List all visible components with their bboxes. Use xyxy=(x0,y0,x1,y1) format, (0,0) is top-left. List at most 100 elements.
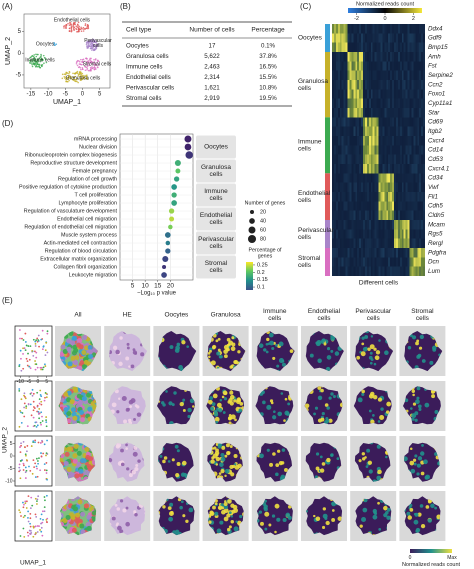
cell-dot xyxy=(24,446,26,449)
heatmap-cell xyxy=(363,173,366,183)
spot xyxy=(71,336,77,342)
cell-dot xyxy=(38,345,40,348)
heatmap-cell xyxy=(341,257,344,267)
y-tick-label: -5 xyxy=(16,73,22,79)
term-label: Ribonucleoprotein complex biogenesis xyxy=(25,152,118,158)
column-header: Stromal xyxy=(411,308,434,315)
color-legend-title: genes xyxy=(258,253,273,259)
x-tick-label: 10 xyxy=(142,283,150,290)
heatmap-cell xyxy=(363,266,366,277)
cell-dot xyxy=(68,72,70,75)
spot xyxy=(373,347,377,351)
heatmap-cell xyxy=(401,173,404,183)
spot xyxy=(220,456,226,462)
cell-dot xyxy=(43,506,46,509)
heatmap-cell xyxy=(341,42,344,53)
heatmap-cell xyxy=(341,33,344,43)
heatmap-cell xyxy=(384,108,387,118)
heatmap-cell xyxy=(363,229,366,239)
cell-dot xyxy=(97,59,99,62)
x-axis-label: Different cells xyxy=(359,280,399,287)
cell-dot xyxy=(38,417,41,420)
heatmap-cell xyxy=(417,117,420,127)
heatmap-cell xyxy=(366,89,370,99)
spot xyxy=(421,444,424,447)
heatmap-cell xyxy=(337,145,340,155)
spot xyxy=(84,446,90,452)
heatmap-cell xyxy=(405,117,408,127)
size-legend-dot xyxy=(249,209,255,215)
spot xyxy=(271,346,275,351)
heatmap-cell xyxy=(364,154,368,165)
spot xyxy=(208,399,213,405)
spot xyxy=(73,360,79,366)
heatmap-cell xyxy=(357,117,360,127)
spot xyxy=(361,517,367,523)
cell-dot xyxy=(40,513,43,516)
cell-dot xyxy=(21,412,24,414)
heatmap-cell xyxy=(415,52,418,62)
heatmap-cell xyxy=(401,248,404,258)
group-label: Perivascular xyxy=(198,236,235,243)
spot xyxy=(417,512,422,517)
table-cell: 5,622 xyxy=(204,53,220,60)
heatmap-cell xyxy=(390,201,393,211)
cell-dot xyxy=(26,531,29,534)
heatmap-cell xyxy=(378,182,381,193)
heatmap-cell xyxy=(409,136,412,146)
heatmap-cell xyxy=(409,210,412,221)
spot xyxy=(87,345,93,351)
heatmap-cell xyxy=(337,192,340,202)
spot xyxy=(210,406,214,411)
spot xyxy=(125,521,130,527)
cell-dot xyxy=(19,469,21,472)
cell-dot xyxy=(24,500,27,503)
heatmap-cell xyxy=(380,80,383,90)
cell-dot xyxy=(72,76,75,78)
heatmap-cell xyxy=(423,42,426,53)
cell-dot xyxy=(18,389,21,392)
heatmap-cell xyxy=(411,126,414,137)
heatmap-cell xyxy=(388,24,391,34)
cell-dot xyxy=(26,425,29,428)
heatmap-cell xyxy=(364,266,368,277)
spot xyxy=(339,402,343,408)
heatmap-cell xyxy=(370,108,373,118)
spot xyxy=(325,366,331,372)
heatmap-cell xyxy=(355,145,358,155)
heatmap-cell xyxy=(355,80,358,90)
spot xyxy=(212,346,216,350)
heatmap-cell xyxy=(374,248,377,258)
spot xyxy=(178,365,183,370)
spot xyxy=(120,462,125,467)
cell-dot xyxy=(85,43,88,46)
heatmap-cell xyxy=(409,257,412,267)
group-label: cells xyxy=(298,234,312,241)
cell-dot xyxy=(18,463,21,466)
heatmap-cell xyxy=(343,24,346,34)
spot xyxy=(266,404,272,410)
heatmap-cell xyxy=(409,52,412,62)
heatmap-cell xyxy=(399,173,402,183)
spot xyxy=(331,518,336,522)
heatmap-cell xyxy=(423,24,426,34)
heatmap-cell xyxy=(378,154,381,165)
heatmap-cell xyxy=(355,117,358,127)
heatmap-cell xyxy=(397,108,401,118)
heatmap-cell xyxy=(368,145,371,155)
term-label: Extracellular matrix organization xyxy=(40,256,117,262)
heatmap-cell xyxy=(339,33,342,43)
cell-dot xyxy=(81,77,84,80)
heatmap-cell xyxy=(394,136,397,146)
heatmap-cell xyxy=(419,154,422,165)
spot xyxy=(315,452,320,456)
cell-dot xyxy=(61,77,64,80)
spot xyxy=(407,346,412,350)
spot xyxy=(87,406,93,412)
cell-dot xyxy=(39,421,42,424)
spot xyxy=(372,514,378,520)
spot xyxy=(78,344,84,350)
heatmap-cell xyxy=(353,61,356,71)
heatmap-cell xyxy=(423,173,426,183)
cell-dot xyxy=(41,534,44,537)
